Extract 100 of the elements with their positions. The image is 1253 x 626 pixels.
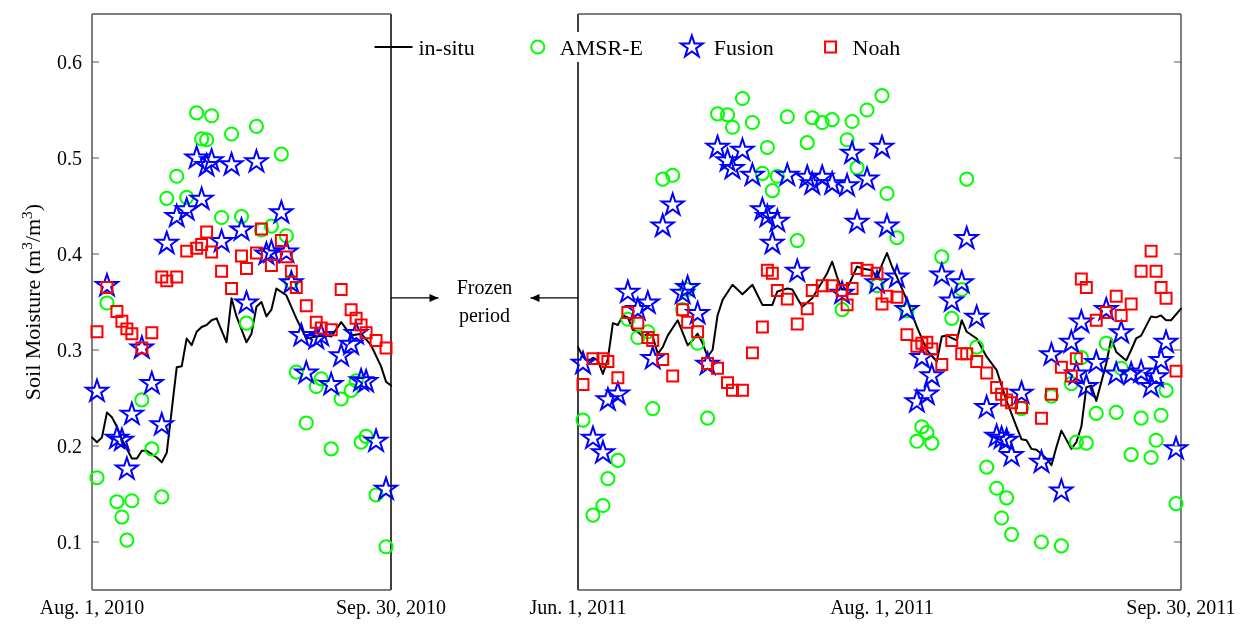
point <box>232 288 261 315</box>
point <box>313 371 329 387</box>
legend-label: AMSR-E <box>559 34 643 60</box>
point <box>334 283 348 296</box>
x-tick-label: Jun. 1, 2011 <box>529 596 627 618</box>
point <box>264 259 278 272</box>
point <box>199 132 215 148</box>
x-tick-label: Aug. 1, 2011 <box>830 596 934 619</box>
point <box>145 326 159 340</box>
point <box>263 218 279 234</box>
point <box>227 215 255 242</box>
point <box>368 487 384 503</box>
point <box>182 143 210 170</box>
point <box>89 470 105 486</box>
legend-label: Noah <box>852 34 901 60</box>
point <box>248 118 265 134</box>
point <box>155 270 169 284</box>
point <box>90 325 104 339</box>
text: Frozen period <box>456 275 513 327</box>
point <box>197 146 226 173</box>
point <box>189 105 205 121</box>
point <box>353 434 369 450</box>
point <box>195 237 209 251</box>
point <box>124 493 140 509</box>
point <box>333 391 349 407</box>
point <box>205 245 219 259</box>
point <box>103 423 131 451</box>
point <box>238 315 255 331</box>
legend-label: in-situ <box>418 34 475 60</box>
point <box>114 509 130 525</box>
point <box>299 299 313 313</box>
point <box>242 147 271 174</box>
point <box>214 209 230 226</box>
point <box>235 249 248 263</box>
y-tick-label: 0.4 <box>57 243 82 265</box>
point <box>354 318 368 332</box>
y-tick-label: 0.2 <box>57 435 82 457</box>
point <box>215 264 229 278</box>
point <box>324 323 338 337</box>
point <box>162 202 191 229</box>
x-tick-label: Sep. 30, 2010 <box>336 596 447 619</box>
point <box>362 426 390 454</box>
point <box>349 311 363 325</box>
point <box>160 274 174 288</box>
point <box>190 241 204 255</box>
point <box>267 198 296 225</box>
point <box>249 246 263 260</box>
point <box>274 234 288 248</box>
point <box>272 238 301 264</box>
point <box>125 327 139 341</box>
point <box>240 261 253 275</box>
point <box>99 295 115 311</box>
point <box>378 539 394 555</box>
x-tick-label: Sep. 30, 2011 <box>1126 596 1236 619</box>
point <box>372 474 400 502</box>
point <box>379 341 393 355</box>
point <box>169 168 185 184</box>
point <box>284 264 298 278</box>
point <box>343 382 359 398</box>
x-tick-label: Aug. 1, 2010 <box>39 596 145 619</box>
point <box>298 415 314 431</box>
point <box>278 228 294 244</box>
point <box>308 378 324 395</box>
point <box>180 244 194 258</box>
point <box>179 189 195 205</box>
point <box>110 305 124 319</box>
point <box>170 270 184 284</box>
point <box>323 441 339 457</box>
point <box>187 184 216 212</box>
point <box>144 441 160 457</box>
legend-label: Fusion <box>713 34 774 60</box>
point <box>120 322 134 336</box>
point <box>314 321 328 335</box>
point <box>309 315 323 329</box>
y-tick-label: 0.5 <box>57 147 82 169</box>
point <box>115 314 129 328</box>
point <box>225 282 239 296</box>
point <box>147 410 176 437</box>
point <box>344 303 358 317</box>
point <box>200 225 214 239</box>
point <box>288 364 304 380</box>
point <box>277 268 306 295</box>
point <box>152 229 181 256</box>
point <box>119 532 135 548</box>
point <box>358 428 374 444</box>
point <box>204 108 220 124</box>
point <box>134 392 150 408</box>
point <box>159 190 175 206</box>
point <box>128 333 156 360</box>
point <box>273 146 289 162</box>
y-tick-label: 0.6 <box>57 51 82 73</box>
point <box>154 489 170 505</box>
point <box>359 326 373 340</box>
point <box>109 425 136 453</box>
point <box>292 358 321 385</box>
point <box>194 131 210 147</box>
point <box>233 209 250 225</box>
point <box>109 494 125 510</box>
point <box>223 126 240 142</box>
point <box>118 399 146 427</box>
